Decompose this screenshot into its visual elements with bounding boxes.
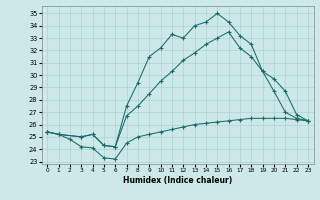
X-axis label: Humidex (Indice chaleur): Humidex (Indice chaleur): [123, 176, 232, 185]
